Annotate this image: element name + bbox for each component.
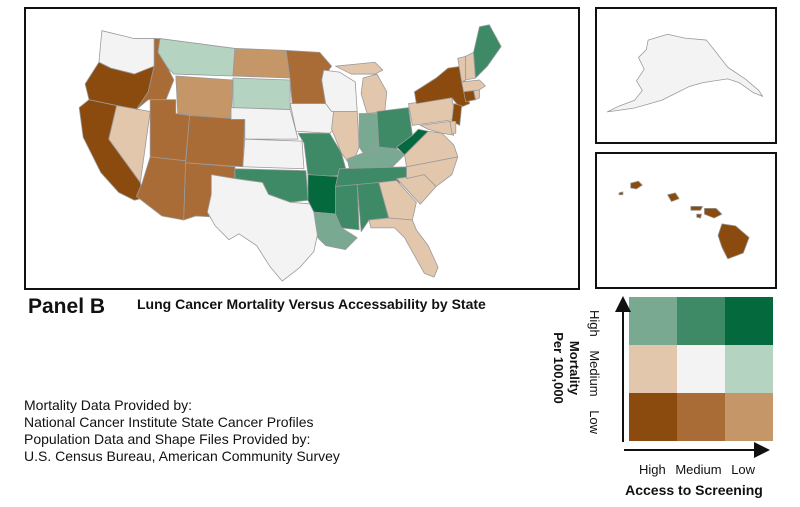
credit-line: U.S. Census Bureau, American Community S… [24, 448, 340, 464]
legend-cell [677, 345, 725, 393]
state-nd[interactable] [232, 48, 291, 79]
island-kauai[interactable] [630, 180, 643, 190]
state-mo[interactable] [297, 132, 348, 177]
x-level-medium: Medium [675, 462, 721, 477]
hawaii-inset [595, 152, 777, 289]
data-credits: Mortality Data Provided by: National Can… [24, 397, 340, 465]
bivariate-legend: High Medium Low Mortality Per 100,000 Hi… [540, 294, 800, 507]
map-title: Lung Cancer Mortality Versus Accessabili… [137, 296, 486, 312]
x-level-labels: High Medium Low [639, 462, 756, 477]
panel-label: Panel B [28, 295, 106, 318]
credit-line: Population Data and Shape Files Provided… [24, 431, 311, 447]
state-md[interactable] [419, 120, 455, 136]
y-level-high: High [587, 310, 602, 337]
legend-cell [629, 297, 677, 345]
state-tx[interactable] [206, 174, 321, 282]
state-ar[interactable] [307, 174, 340, 215]
legend-cell [725, 345, 773, 393]
island-niihau[interactable] [618, 191, 624, 196]
legend-cell [725, 393, 773, 441]
state-in[interactable] [358, 113, 380, 154]
y-level-labels: High Medium Low [587, 310, 602, 435]
island-molokai[interactable] [690, 206, 703, 211]
x-axis-title: Access to Screening [625, 482, 763, 498]
state-wv[interactable] [396, 128, 429, 156]
us-choropleth-map [24, 7, 580, 290]
island-big-island[interactable] [717, 223, 750, 260]
state-ma[interactable] [461, 79, 486, 93]
x-level-high: High [639, 462, 666, 477]
credit-line: Mortality Data Provided by: [24, 397, 193, 413]
legend-cell [677, 393, 725, 441]
state-mt[interactable] [157, 38, 236, 77]
y-level-medium: Medium [587, 350, 602, 396]
state-ak[interactable] [606, 33, 764, 113]
island-oahu[interactable] [667, 192, 680, 202]
state-de[interactable] [449, 120, 457, 134]
legend-cell [629, 393, 677, 441]
state-az[interactable] [135, 156, 187, 221]
state-sd[interactable] [232, 77, 291, 110]
state-nv[interactable] [108, 105, 151, 183]
state-wi[interactable] [321, 69, 358, 112]
state-fl[interactable] [368, 217, 439, 278]
state-wy[interactable] [175, 75, 234, 120]
state-co[interactable] [185, 115, 246, 168]
y-level-low: Low [587, 410, 602, 434]
state-ms[interactable] [335, 184, 360, 231]
state-ks[interactable] [242, 138, 305, 170]
state-nj[interactable] [451, 103, 463, 126]
legend-cell [629, 345, 677, 393]
y-axis-title-2: Per 100,000 [551, 332, 566, 404]
legend-cell [677, 297, 725, 345]
state-me[interactable] [473, 24, 502, 79]
credit-line: National Cancer Institute State Cancer P… [24, 414, 314, 430]
x-level-low: Low [731, 462, 755, 477]
state-ga[interactable] [378, 180, 417, 221]
island-maui[interactable] [704, 207, 723, 219]
legend-cell [725, 297, 773, 345]
alaska-inset [595, 7, 777, 144]
island-lanai[interactable] [696, 213, 702, 219]
y-axis-title-1: Mortality [567, 341, 582, 396]
